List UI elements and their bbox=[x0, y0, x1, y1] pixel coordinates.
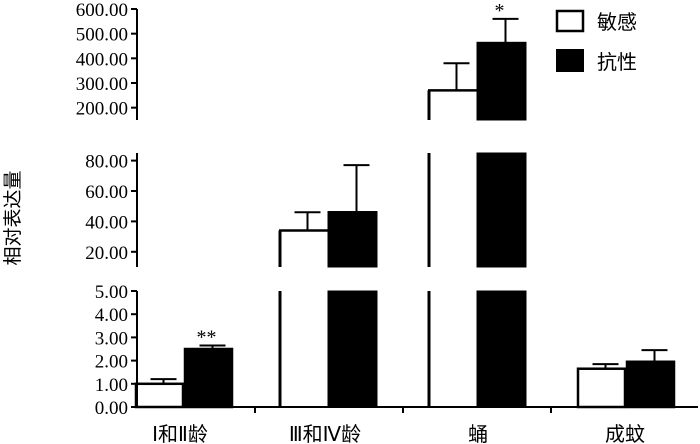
y-tick-label: 3.00 bbox=[95, 328, 128, 349]
y-tick-label: 5.00 bbox=[95, 282, 128, 303]
x-tick-label: 蛹 bbox=[468, 422, 488, 444]
y-tick-label: 600.00 bbox=[76, 0, 128, 21]
y-tick-label: 80.00 bbox=[85, 152, 128, 173]
legend: 敏感 抗性 bbox=[555, 9, 637, 74]
legend-swatch-sensitive bbox=[555, 9, 585, 33]
x-tick-label: Ⅲ和Ⅳ龄 bbox=[289, 422, 361, 444]
bar-resistant bbox=[327, 290, 378, 408]
bar-resistant bbox=[476, 41, 527, 121]
y-tick-label: 20.00 bbox=[85, 243, 128, 264]
x-tick-label: Ⅰ和Ⅱ龄 bbox=[152, 422, 208, 444]
bar-resistant bbox=[476, 152, 527, 268]
y-axis-label: 相对表达量 bbox=[2, 170, 24, 265]
significance-marker: * bbox=[495, 0, 505, 22]
legend-swatch-resistant bbox=[556, 49, 584, 72]
y-tick-label: 500.00 bbox=[76, 25, 128, 46]
bar-resistant bbox=[183, 347, 234, 409]
bar-sensitive bbox=[576, 367, 627, 409]
annotations: *** bbox=[197, 0, 505, 349]
y-tick-label: 0.00 bbox=[95, 398, 128, 419]
legend-label-resistant: 抗性 bbox=[597, 50, 637, 74]
y-tick-label: 200.00 bbox=[76, 99, 128, 120]
bar-resistant bbox=[625, 360, 676, 409]
bar-resistant bbox=[327, 211, 378, 268]
y-tick-label: 2.00 bbox=[95, 352, 128, 373]
x-tick-label: 成蚊 bbox=[605, 422, 645, 444]
y-tick-label: 1.00 bbox=[95, 375, 128, 396]
y-tick-label: 40.00 bbox=[85, 212, 128, 233]
significance-marker: ** bbox=[197, 327, 217, 349]
legend-label-sensitive: 敏感 bbox=[597, 10, 637, 34]
x-axis: Ⅰ和Ⅱ龄 Ⅲ和Ⅳ龄 蛹 成蚊 bbox=[137, 406, 698, 444]
y-tick-label: 4.00 bbox=[95, 305, 128, 326]
y-tick-label: 300.00 bbox=[76, 74, 128, 95]
y-axis: 0.001.002.00 3.004.005.00 20.00 40.00 60.00 8… bbox=[76, 0, 138, 419]
y-tick-label: 400.00 bbox=[76, 49, 128, 70]
bar-sensitive bbox=[134, 382, 185, 409]
bar-resistant bbox=[476, 290, 527, 408]
bars-layer bbox=[134, 17, 676, 409]
y-tick-label: 60.00 bbox=[85, 182, 128, 203]
